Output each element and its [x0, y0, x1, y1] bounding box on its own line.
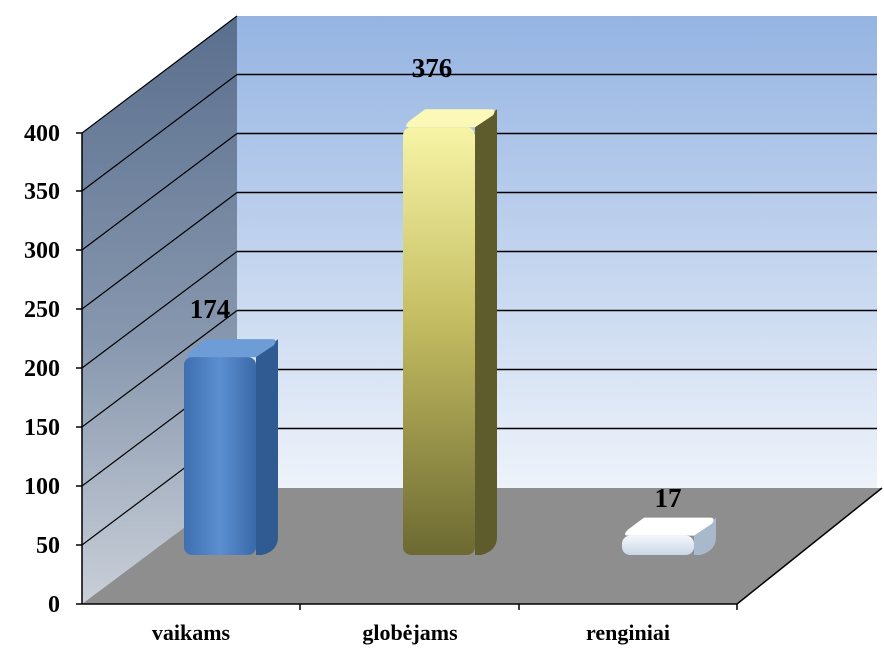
gridlines [237, 73, 877, 430]
axis-ticks [76, 132, 738, 610]
bar-globejams [403, 109, 497, 556]
bar-renginiai [622, 517, 716, 555]
bar-top-renginiai [625, 517, 714, 536]
bar-side-globejams [475, 109, 497, 556]
x-tick-label-globejams: globėjams [362, 620, 458, 645]
bar-vaikams [184, 339, 278, 555]
bar-top-globejams [406, 109, 495, 128]
y-tick-label: 0 [48, 592, 60, 618]
y-tick-label: 50 [36, 533, 60, 559]
x-tick-label-vaikams: vaikams [152, 620, 231, 645]
side-gridlines [81, 15, 238, 546]
bar-front-renginiai [622, 535, 694, 555]
y-tick-label: 300 [24, 238, 60, 264]
data-labels: 174 376 17 [190, 53, 682, 513]
y-tick-label: 150 [24, 415, 60, 441]
y-tick-label: 250 [24, 297, 60, 323]
bar-side-renginiai [694, 517, 716, 555]
y-tick-label: 400 [24, 121, 60, 147]
data-label-renginiai: 17 [655, 483, 682, 513]
x-tick-labels: vaikams globėjams renginiai [152, 620, 670, 645]
bar-side-vaikams [256, 339, 278, 555]
bar-front-globejams [403, 127, 475, 556]
y-tick-label: 200 [24, 356, 60, 382]
y-tick-labels: 0 50 100 150 200 250 300 350 400 [24, 121, 60, 618]
bar-top-vaikams [187, 339, 276, 358]
x-tick-label-renginiai: renginiai [586, 620, 670, 645]
data-label-vaikams: 174 [190, 294, 231, 324]
bar-front-vaikams [184, 357, 256, 555]
bar-series [184, 109, 716, 556]
y-tick-label: 100 [24, 474, 60, 500]
data-label-globejams: 376 [412, 53, 453, 83]
floor-front-edge [736, 487, 883, 605]
y-tick-label: 350 [24, 179, 60, 205]
